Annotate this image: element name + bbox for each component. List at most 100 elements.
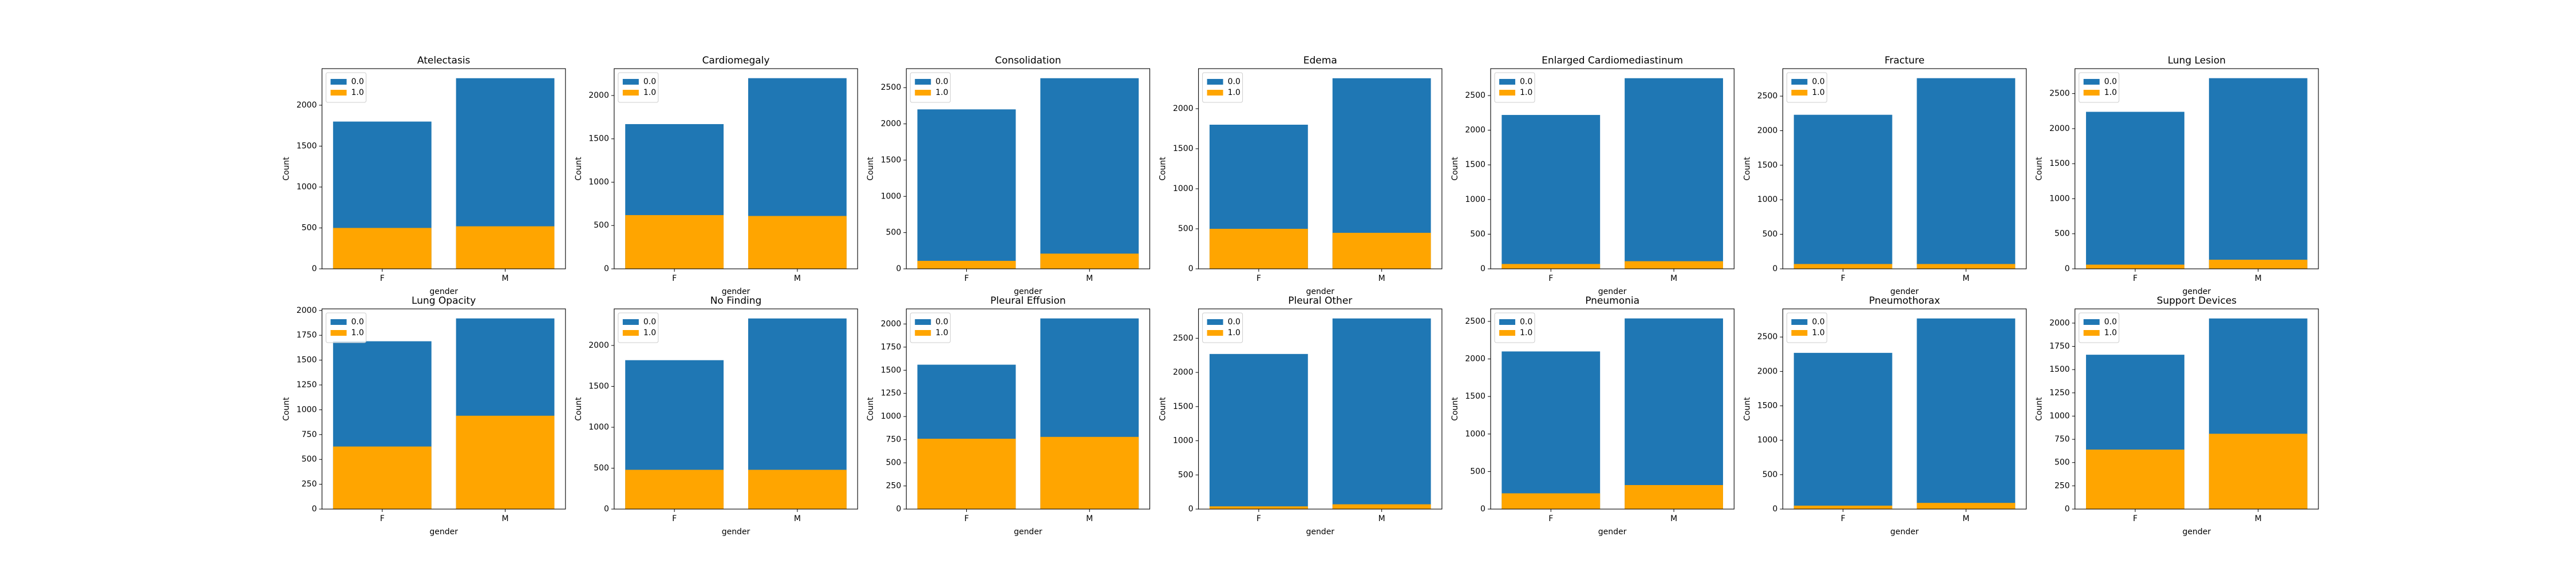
bar xyxy=(1917,503,2016,509)
x-tick-label: M xyxy=(1670,274,1677,283)
x-tick-label: M xyxy=(2255,514,2262,523)
title: Fracture xyxy=(1884,55,1925,66)
x-tick-label: F xyxy=(2133,514,2138,523)
axes-frame xyxy=(321,68,566,269)
x-tick-label: M xyxy=(502,514,509,523)
y-tick-label: 1500 xyxy=(881,156,902,165)
x-tick-label: M xyxy=(794,274,801,283)
axes-frame xyxy=(1782,308,2027,510)
legend-label: 1.0 xyxy=(2104,328,2117,337)
y-tick-label: 1000 xyxy=(2049,194,2070,203)
axes-frame xyxy=(1782,68,2027,269)
legend-label: 1.0 xyxy=(1228,88,1240,97)
y-tick-label: 500 xyxy=(2055,229,2070,239)
x-tick-label: F xyxy=(1548,274,1553,283)
x-tick-label: M xyxy=(1670,514,1677,523)
bar xyxy=(456,415,555,509)
y-tick-label: 500 xyxy=(1763,470,1778,479)
y-axis-label: Count xyxy=(1743,157,1752,181)
bar xyxy=(1209,229,1308,269)
legend-label: 1.0 xyxy=(351,328,364,337)
x-tick-label: F xyxy=(672,274,677,283)
bar xyxy=(1917,78,2016,269)
legend-swatch xyxy=(2083,330,2100,336)
y-tick-label: 0 xyxy=(1480,264,1485,273)
y-tick-label: 1000 xyxy=(588,177,609,186)
y-tick-label: 2000 xyxy=(1465,355,1485,364)
bar xyxy=(748,470,847,509)
x-tick-label: F xyxy=(1548,514,1553,523)
y-tick-label: 0 xyxy=(1772,505,1777,514)
x-tick-label: M xyxy=(1086,274,1093,283)
title: Pleural Effusion xyxy=(990,295,1066,307)
bar xyxy=(1793,264,1893,269)
bar xyxy=(456,226,555,269)
y-tick-label: 500 xyxy=(302,223,317,232)
y-tick-label: 500 xyxy=(302,455,317,464)
y-tick-label: 750 xyxy=(886,435,902,444)
x-axis-label: gender xyxy=(1890,527,1919,537)
x-axis-label: gender xyxy=(2183,287,2211,296)
title: Pneumonia xyxy=(1585,295,1639,307)
x-tick-label: F xyxy=(964,514,969,523)
y-tick-label: 1000 xyxy=(881,412,902,421)
y-tick-label: 1500 xyxy=(297,356,317,365)
y-tick-label: 1500 xyxy=(588,134,609,144)
x-tick-label: M xyxy=(2255,274,2262,283)
y-tick-label: 0 xyxy=(1188,264,1194,273)
y-tick-label: 1000 xyxy=(1173,184,1194,193)
y-tick-label: 0 xyxy=(1772,264,1777,273)
y-tick-label: 2000 xyxy=(1173,368,1194,377)
bar xyxy=(1502,264,1601,269)
x-tick-label: F xyxy=(964,274,969,283)
y-tick-label: 2000 xyxy=(1757,126,1778,135)
y-tick-label: 2000 xyxy=(2049,319,2070,328)
y-tick-label: 750 xyxy=(2055,435,2070,444)
legend-swatch xyxy=(1791,90,1808,96)
legend-label: 1.0 xyxy=(2104,88,2117,97)
title: Enlarged Cardiomediastinum xyxy=(1542,55,1683,66)
y-tick-label: 2000 xyxy=(588,91,609,100)
bar xyxy=(1917,318,2016,509)
legend-swatch xyxy=(1791,319,1808,325)
x-tick-label: M xyxy=(1086,514,1093,523)
y-tick-label: 250 xyxy=(886,482,902,491)
x-axis-label: gender xyxy=(1890,287,1919,296)
legend-label: 0.0 xyxy=(2104,77,2117,86)
y-tick-label: 1000 xyxy=(2049,411,2070,420)
title: No Finding xyxy=(710,295,762,307)
legend-swatch xyxy=(2083,79,2100,85)
y-tick-label: 1500 xyxy=(1173,402,1194,411)
legend-swatch xyxy=(330,319,347,325)
y-tick-label: 0 xyxy=(1480,505,1485,514)
bar xyxy=(1793,114,1893,269)
y-tick-label: 1000 xyxy=(588,423,609,432)
title: Support Devices xyxy=(2157,295,2237,307)
y-tick-label: 2500 xyxy=(1757,332,1778,341)
y-tick-label: 1500 xyxy=(1757,161,1778,170)
y-axis-label: Count xyxy=(1743,397,1752,421)
y-tick-label: 750 xyxy=(302,430,317,439)
legend-swatch xyxy=(915,330,931,336)
y-tick-label: 1750 xyxy=(881,343,902,352)
bar xyxy=(333,228,432,269)
legend-label: 1.0 xyxy=(351,88,364,97)
axes-frame xyxy=(1198,308,1443,510)
bar xyxy=(917,261,1016,269)
bar xyxy=(1917,264,2016,269)
bar xyxy=(1625,78,1723,269)
legend-label: 0.0 xyxy=(643,317,656,327)
legend-swatch xyxy=(622,319,639,325)
legend-label: 0.0 xyxy=(2104,317,2117,327)
bar xyxy=(1209,353,1308,509)
y-tick-label: 2500 xyxy=(1465,317,1485,326)
x-tick-label: M xyxy=(794,514,801,523)
legend-label: 1.0 xyxy=(935,88,948,97)
x-tick-label: F xyxy=(1841,274,1846,283)
bar xyxy=(625,215,724,269)
y-tick-label: 1500 xyxy=(2049,365,2070,374)
legend-label: 0.0 xyxy=(1228,317,1240,327)
y-tick-label: 2500 xyxy=(2049,89,2070,98)
y-axis-label: Count xyxy=(282,157,291,181)
